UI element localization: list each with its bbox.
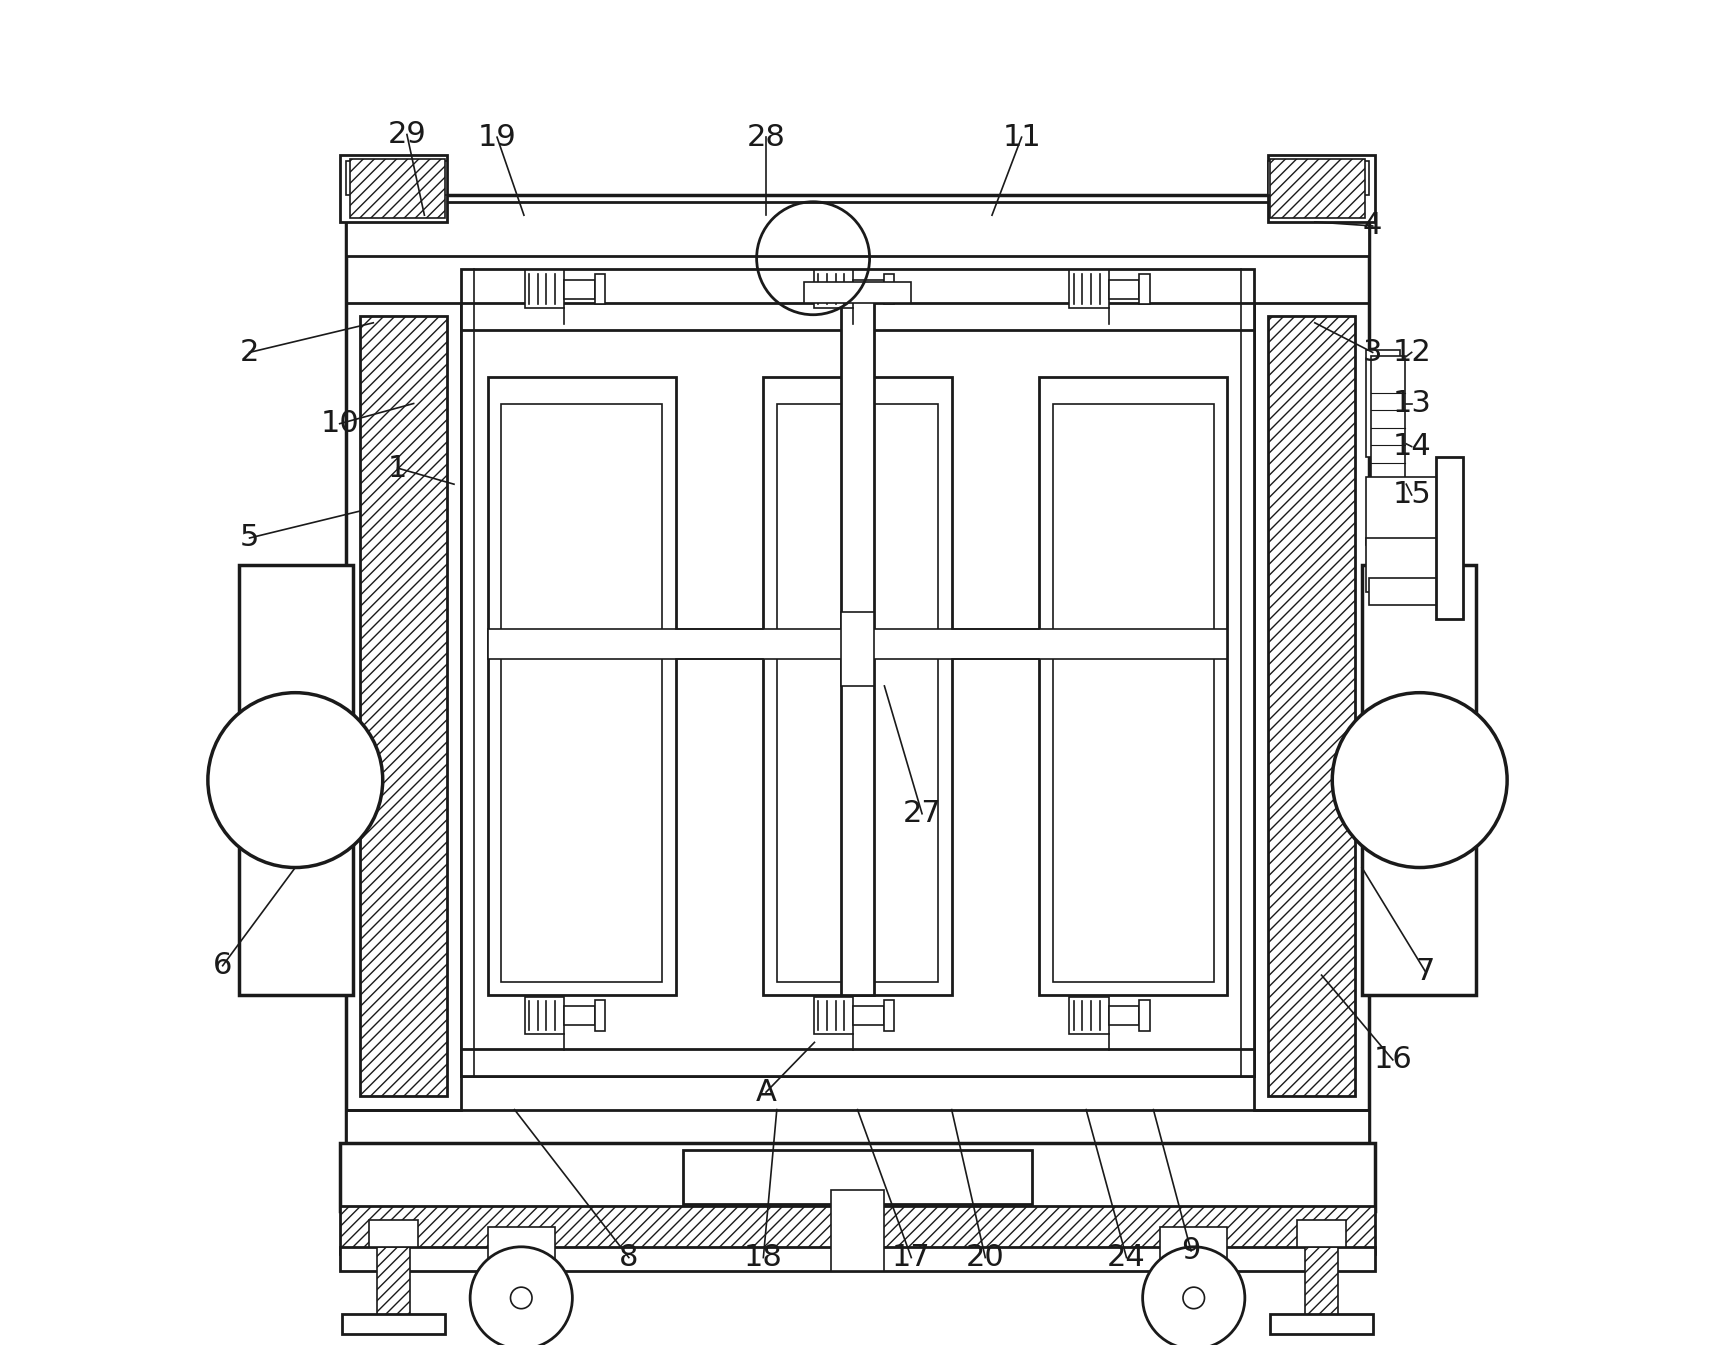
Bar (1361, 565, 1476, 995)
Text: 5: 5 (240, 523, 259, 553)
Text: 24: 24 (1107, 1243, 1145, 1272)
Text: 3: 3 (1363, 338, 1381, 367)
Circle shape (1332, 693, 1507, 868)
Bar (1270, 1314, 1371, 1334)
Bar (1296, 1220, 1345, 1247)
Bar (377, 1247, 410, 1321)
Text: A: A (756, 1077, 776, 1107)
Bar (346, 303, 461, 1110)
Bar (1138, 274, 1148, 304)
Bar (487, 629, 1227, 659)
Text: 13: 13 (1392, 389, 1429, 418)
Bar (1304, 1247, 1337, 1321)
Bar (1267, 161, 1368, 195)
Text: 16: 16 (1373, 1045, 1411, 1075)
Circle shape (1183, 1287, 1203, 1309)
Bar (1267, 316, 1354, 1096)
Bar (1070, 997, 1107, 1034)
Bar (842, 612, 872, 686)
Bar (461, 303, 1253, 330)
Text: 6: 6 (213, 951, 231, 981)
Bar (1159, 1227, 1227, 1260)
Bar (461, 1049, 1253, 1076)
Bar (830, 1190, 884, 1271)
Text: 4: 4 (1363, 211, 1381, 241)
Bar (814, 997, 852, 1034)
Bar (339, 1247, 1375, 1271)
Circle shape (511, 1287, 531, 1309)
Bar (500, 404, 662, 982)
Circle shape (470, 1247, 572, 1345)
Bar (524, 270, 564, 308)
Text: 10: 10 (321, 409, 358, 438)
Bar (595, 1001, 605, 1030)
Bar (1107, 1006, 1138, 1025)
Text: 14: 14 (1392, 432, 1429, 461)
Text: 2: 2 (240, 338, 259, 367)
Text: 15: 15 (1392, 480, 1429, 510)
Bar (842, 296, 872, 995)
Bar (1070, 270, 1107, 308)
Text: 20: 20 (965, 1243, 1004, 1272)
Text: 27: 27 (902, 799, 941, 829)
Bar (1052, 404, 1214, 982)
Text: 29: 29 (387, 120, 427, 149)
Bar (1270, 159, 1364, 218)
Bar (360, 316, 447, 1096)
Text: 8: 8 (619, 1243, 638, 1272)
Text: 17: 17 (891, 1243, 931, 1272)
Text: 12: 12 (1392, 338, 1429, 367)
Text: 7: 7 (1414, 956, 1435, 986)
Bar (487, 377, 675, 995)
Bar (1267, 155, 1375, 222)
Bar (1435, 457, 1462, 619)
Bar (564, 280, 595, 299)
Bar (238, 565, 353, 995)
Bar (1253, 303, 1368, 1110)
Bar (682, 1150, 1032, 1204)
Bar (804, 282, 910, 303)
Bar (1138, 1001, 1148, 1030)
Bar (346, 1110, 1368, 1163)
Bar (346, 195, 1368, 1163)
Bar (1364, 350, 1399, 457)
Text: 18: 18 (744, 1243, 782, 1272)
Bar (1364, 477, 1447, 545)
Bar (487, 1227, 555, 1260)
Bar (461, 269, 1253, 1076)
Text: 11: 11 (1001, 122, 1040, 152)
Bar (339, 155, 447, 222)
Bar (852, 280, 883, 299)
Bar (1107, 280, 1138, 299)
Bar (339, 1143, 1375, 1210)
Bar (346, 161, 447, 195)
Bar (564, 1006, 595, 1025)
Text: 28: 28 (746, 122, 785, 152)
Bar (369, 1220, 418, 1247)
Bar (524, 997, 564, 1034)
Bar (1039, 377, 1227, 995)
Bar (343, 1314, 444, 1334)
Text: 19: 19 (478, 122, 516, 152)
Bar (346, 202, 1368, 256)
Bar (852, 1006, 883, 1025)
Bar (339, 1206, 1375, 1254)
Bar (763, 377, 951, 995)
Circle shape (1142, 1247, 1244, 1345)
Bar (883, 274, 893, 304)
Text: 9: 9 (1181, 1236, 1200, 1266)
Bar (595, 274, 605, 304)
Circle shape (207, 693, 382, 868)
Bar (1371, 356, 1404, 484)
Bar (1364, 538, 1447, 592)
Bar (883, 1001, 893, 1030)
Bar (814, 270, 852, 308)
Bar (1368, 578, 1455, 605)
Text: 1: 1 (387, 453, 406, 483)
Bar (776, 404, 938, 982)
Bar (350, 159, 444, 218)
